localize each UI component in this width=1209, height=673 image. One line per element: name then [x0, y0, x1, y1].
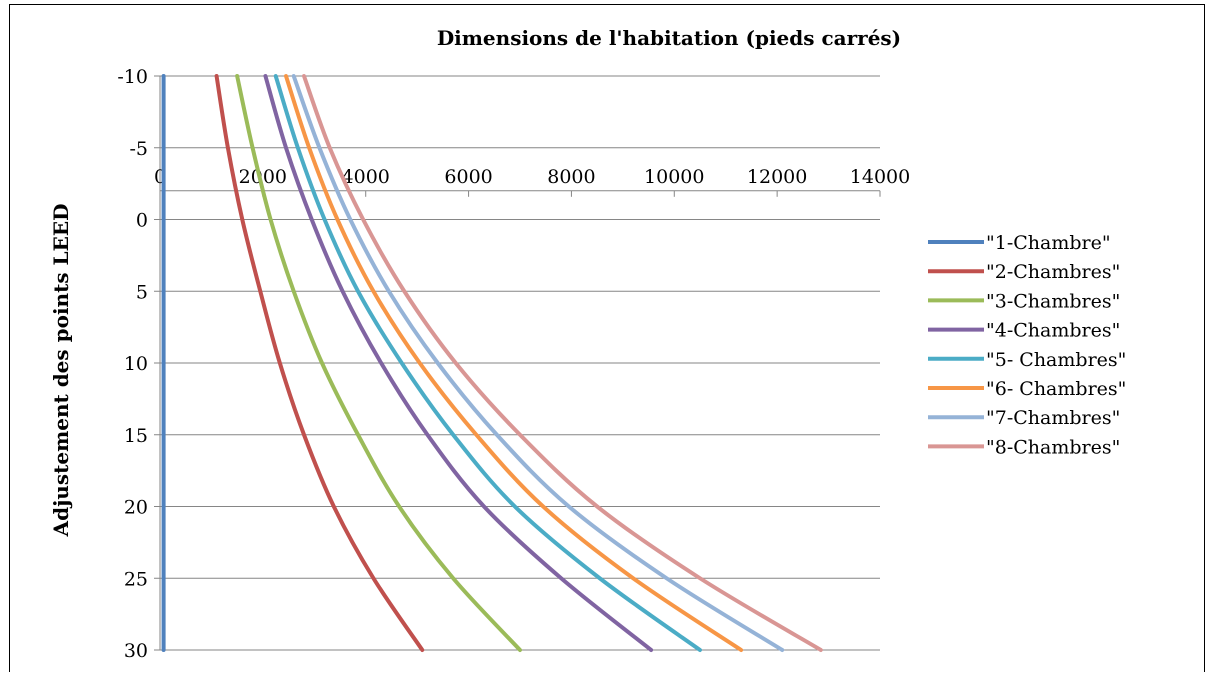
legend-entry: "4-Chambres"	[986, 320, 1120, 342]
x-tick-label: 4000	[342, 166, 390, 188]
series-lines	[161, 74, 823, 652]
y-tick-label: -5	[129, 138, 148, 160]
x-tick-label: 6000	[444, 166, 492, 188]
legend-entry: "5- Chambres"	[986, 349, 1126, 371]
x-tick-label: 12000	[747, 166, 807, 188]
line-chart: Dimensions de l'habitation (pieds carrés…	[49, 26, 1126, 662]
legend-entry: "8-Chambres"	[986, 436, 1120, 458]
y-tick-label: -10	[117, 66, 148, 88]
gridlines	[160, 75, 880, 651]
chart-frame: Dimensions de l'habitation (pieds carrés…	[9, 4, 1205, 672]
series-line-6	[284, 74, 744, 652]
legend-entry: "7-Chambres"	[986, 407, 1120, 429]
y-axis-label: Adjustement des points LEED	[49, 204, 73, 538]
y-tick-label: 0	[136, 210, 148, 232]
series-line-4	[263, 74, 654, 652]
y-tick-label: 15	[124, 425, 148, 447]
y-tick-label: 10	[124, 353, 148, 375]
series-line-8	[302, 74, 823, 652]
y-tick-label: 5	[136, 281, 148, 303]
legend-entry: "2-Chambres"	[986, 261, 1120, 283]
series-line-5	[273, 74, 702, 652]
series-line-7	[291, 74, 785, 652]
x-tick-label: 10000	[644, 166, 704, 188]
series-line-2	[214, 74, 425, 652]
y-tick-label: 25	[124, 568, 148, 590]
y-tick-label: 20	[124, 497, 148, 519]
y-tick-label: 30	[124, 640, 148, 662]
x-tick-label: 2000	[239, 166, 287, 188]
legend-entry: "3-Chambres"	[986, 290, 1120, 312]
legend-entry: "6- Chambres"	[986, 378, 1126, 400]
x-tick-label: 14000	[850, 166, 910, 188]
x-tick-label: 8000	[547, 166, 595, 188]
legend-entry: "1-Chambre"	[986, 232, 1111, 254]
legend: "1-Chambre" "2-Chambres" "3-Chambres" "4-Ch…	[928, 232, 1126, 458]
series-line-3	[235, 74, 522, 652]
chart-title: Dimensions de l'habitation (pieds carrés…	[437, 26, 901, 50]
